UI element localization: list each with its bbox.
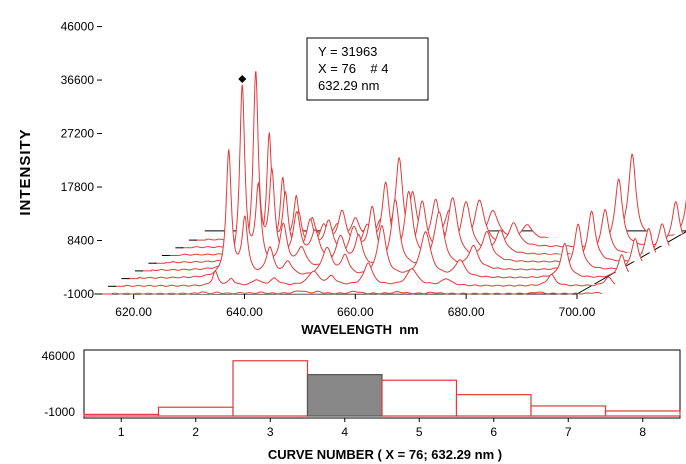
y-axis-title: INTENSITY	[17, 128, 34, 215]
bar-x-tick-label: 3	[267, 425, 274, 439]
bar-5	[381, 379, 458, 417]
waterfall-chart: INTENSITY -1000840017800272003660046000 …	[17, 20, 686, 337]
y-tick-label: 27200	[61, 127, 95, 141]
y-tick-label: 36600	[61, 73, 95, 87]
x-tick-label: 700.00	[559, 305, 596, 319]
x-tick-label: 620.00	[115, 305, 152, 319]
bar-plot-frame	[83, 349, 681, 419]
bar-7	[530, 405, 607, 417]
bar-x-tick-label: 7	[565, 425, 572, 439]
x-axis-ticks: 620.00 640.00 660.00 680.00 700.00	[115, 294, 596, 319]
readout-y: Y = 31963	[318, 44, 377, 59]
selected-point-marker	[238, 75, 247, 84]
bars	[83, 360, 681, 417]
y-tick-label: 8400	[67, 234, 94, 248]
bar-1	[83, 413, 160, 417]
bar-y-axis-ticks: 46000 -1000	[42, 349, 76, 419]
bar-x-tick-label: 8	[639, 425, 646, 439]
readout-x: X = 76 # 4	[318, 61, 388, 76]
bar-2	[157, 406, 234, 417]
y-tick-label: 46000	[61, 20, 95, 34]
bar-x-axis-ticks: 1 2 3 4 5 6 7 8	[118, 418, 646, 439]
bar-6	[455, 394, 532, 417]
bar-x-tick-label: 4	[341, 425, 348, 439]
x-tick-label: 660.00	[337, 305, 374, 319]
spectrum-curve-3	[127, 148, 630, 280]
bar-y-tick-label: 46000	[42, 349, 76, 363]
x-axis-title: WAVELENGTH nm	[301, 322, 418, 337]
bar-x-axis-title: CURVE NUMBER ( X = 76; 632.29 nm )	[268, 447, 502, 462]
spectrum-curve-2	[113, 262, 616, 287]
bar-x-tick-label: 6	[490, 425, 497, 439]
x-tick-label: 640.00	[226, 305, 263, 319]
bar-y-tick-label: -1000	[44, 405, 75, 419]
bar-x-tick-label: 2	[192, 425, 199, 439]
y-axis-ticks: -1000 8400 17800 27200 36600 46000	[61, 20, 102, 301]
bar-4	[306, 374, 383, 417]
y-tick-label: 17800	[61, 180, 95, 194]
bar-x-tick-label: 1	[118, 425, 125, 439]
readout-frame	[306, 37, 429, 101]
readout-wavelength: 632.29 nm	[318, 78, 379, 93]
y-tick-label: -1000	[63, 287, 94, 301]
bar-x-tick-label: 5	[416, 425, 423, 439]
spectrum-curve-1	[100, 290, 602, 295]
spectrum-curves	[94, 71, 686, 295]
bar-8	[604, 410, 681, 417]
bar-3	[232, 360, 309, 417]
x-tick-label: 680.00	[448, 305, 485, 319]
readout-box: Y = 31963 X = 76 # 4 632.29 nm	[306, 37, 429, 101]
